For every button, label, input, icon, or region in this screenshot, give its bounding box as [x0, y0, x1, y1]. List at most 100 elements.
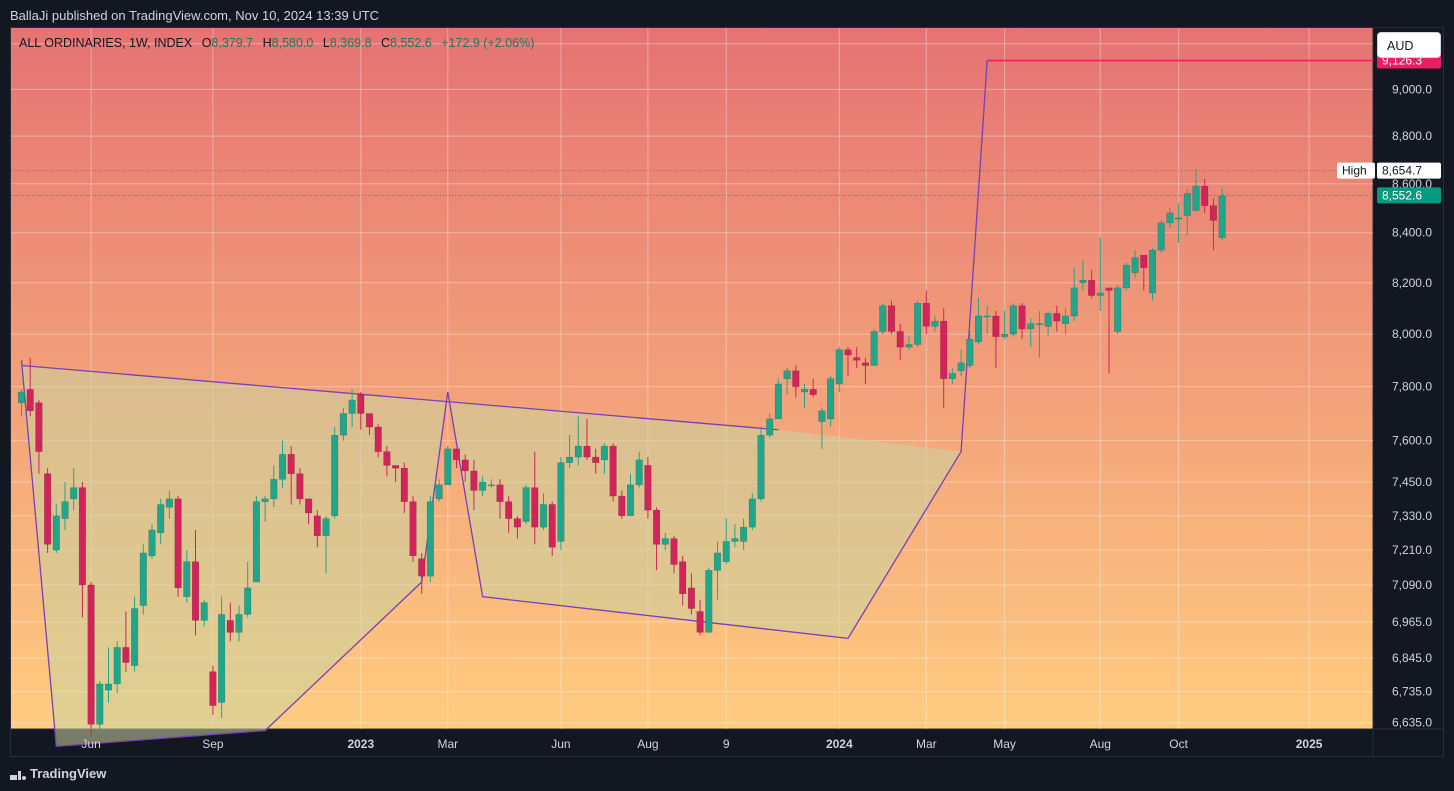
candle-body[interactable] [226, 620, 234, 633]
candle-body[interactable] [748, 498, 756, 528]
candle-body[interactable] [322, 518, 330, 536]
candle-body[interactable] [87, 584, 95, 725]
candle-body[interactable] [722, 541, 730, 562]
candle-body[interactable] [740, 526, 748, 542]
candle-body[interactable] [52, 515, 60, 551]
candle-body[interactable] [1192, 186, 1200, 211]
candle-body[interactable] [583, 445, 591, 458]
candle-body[interactable] [1027, 323, 1035, 330]
candle-body[interactable] [183, 561, 191, 597]
candle-body[interactable] [687, 587, 695, 609]
chart-pattern-drawing[interactable] [20, 60, 988, 748]
candle-body[interactable] [670, 538, 678, 565]
candle-body[interactable] [905, 344, 913, 348]
candle-body[interactable] [270, 479, 278, 500]
candle-body[interactable] [409, 501, 417, 557]
candle-body[interactable] [957, 362, 965, 372]
candle-body[interactable] [1053, 313, 1061, 322]
candle-body[interactable] [566, 456, 574, 463]
candle-body[interactable] [348, 399, 356, 414]
candle-body[interactable] [940, 320, 948, 379]
candle-body[interactable] [870, 331, 878, 366]
candle-body[interactable] [1105, 287, 1113, 291]
candle-body[interactable] [174, 498, 182, 589]
candle-body[interactable] [113, 647, 121, 685]
candle-body[interactable] [853, 357, 861, 361]
candle-body[interactable] [1088, 280, 1096, 296]
candle-body[interactable] [209, 671, 217, 706]
candle-body[interactable] [1114, 287, 1122, 332]
candle-body[interactable] [1070, 287, 1078, 317]
candle-body[interactable] [679, 561, 687, 595]
candle-body[interactable] [487, 484, 495, 487]
candle-body[interactable] [400, 467, 408, 502]
candle-body[interactable] [513, 518, 521, 528]
candle-body[interactable] [1018, 305, 1026, 330]
candle-body[interactable] [1157, 222, 1165, 251]
candle-body[interactable] [522, 487, 530, 522]
tradingview-logo[interactable]: TradingView [10, 766, 106, 781]
candle-body[interactable] [896, 331, 904, 348]
candle-body[interactable] [705, 570, 713, 633]
candle-body[interactable] [696, 611, 704, 633]
candle-body[interactable] [44, 473, 52, 545]
candle-body[interactable] [296, 473, 304, 500]
candle-body[interactable] [374, 426, 382, 452]
candle-body[interactable] [983, 315, 991, 318]
candle-body[interactable] [218, 614, 226, 703]
candle-body[interactable] [548, 504, 556, 548]
candle-body[interactable] [922, 302, 930, 327]
candle-body[interactable] [574, 445, 582, 458]
candle-body[interactable] [618, 495, 626, 517]
candle-body[interactable] [1148, 249, 1157, 294]
candle-body[interactable] [531, 487, 539, 528]
candle-body[interactable] [61, 501, 69, 519]
candle-body[interactable] [435, 484, 443, 500]
price-chart[interactable]: 6,635.0 6,735.0 6,845.0 6,965.0 7,090.0 7,210… [11, 28, 1444, 757]
candle-body[interactable] [1044, 313, 1052, 327]
candle-body[interactable] [452, 448, 461, 461]
candle-body[interactable] [966, 339, 974, 366]
candle-body[interactable] [70, 487, 78, 500]
candle-body[interactable] [1061, 315, 1070, 324]
candle-body[interactable] [78, 487, 86, 586]
candle-body[interactable] [17, 391, 26, 403]
candle-body[interactable] [644, 465, 652, 511]
currency-button[interactable]: AUD [1377, 32, 1441, 58]
candle-body[interactable] [653, 509, 661, 545]
candle-body[interactable] [931, 320, 939, 327]
candle-body[interactable] [1166, 212, 1174, 224]
candle-body[interactable] [479, 481, 487, 491]
candle-body[interactable] [357, 394, 365, 414]
candle-body[interactable] [818, 410, 826, 422]
candle-body[interactable] [731, 538, 739, 542]
candle-body[interactable] [713, 552, 722, 571]
candle-body[interactable] [287, 454, 295, 474]
time-axis[interactable]: Jun Sep 2023 Mar Jun Aug 9 2024 Mar May Aug Oct 2025 [81, 737, 1322, 751]
candle-body[interactable] [496, 484, 504, 502]
candle-body[interactable] [165, 498, 173, 508]
candle-body[interactable] [626, 484, 635, 517]
candle-body[interactable] [757, 434, 765, 500]
candle-body[interactable] [313, 515, 321, 536]
candle-body[interactable] [887, 305, 896, 332]
candle-body[interactable] [600, 445, 608, 461]
candle-body[interactable] [827, 378, 835, 420]
candle-body[interactable] [305, 498, 313, 514]
price-axis[interactable]: 6,635.0 6,735.0 6,845.0 6,965.0 7,090.0 7,210… [1337, 37, 1441, 730]
candle-body[interactable] [131, 608, 139, 666]
candle-body[interactable] [635, 459, 643, 486]
candle-body[interactable] [1001, 333, 1009, 337]
candle-body[interactable] [592, 456, 600, 463]
candle-body[interactable] [157, 504, 165, 534]
candle-body[interactable] [774, 383, 782, 420]
candle-body[interactable] [461, 459, 469, 472]
chart-frame[interactable]: 6,635.0 6,735.0 6,845.0 6,965.0 7,090.0 7,210… [10, 27, 1444, 757]
candle-body[interactable] [365, 413, 374, 428]
candle-body[interactable] [914, 302, 922, 345]
candle-body[interactable] [1218, 195, 1226, 238]
candle-body[interactable] [444, 448, 452, 486]
candle-body[interactable] [557, 462, 565, 542]
candle-body[interactable] [661, 538, 669, 545]
candle-body[interactable] [418, 558, 426, 577]
